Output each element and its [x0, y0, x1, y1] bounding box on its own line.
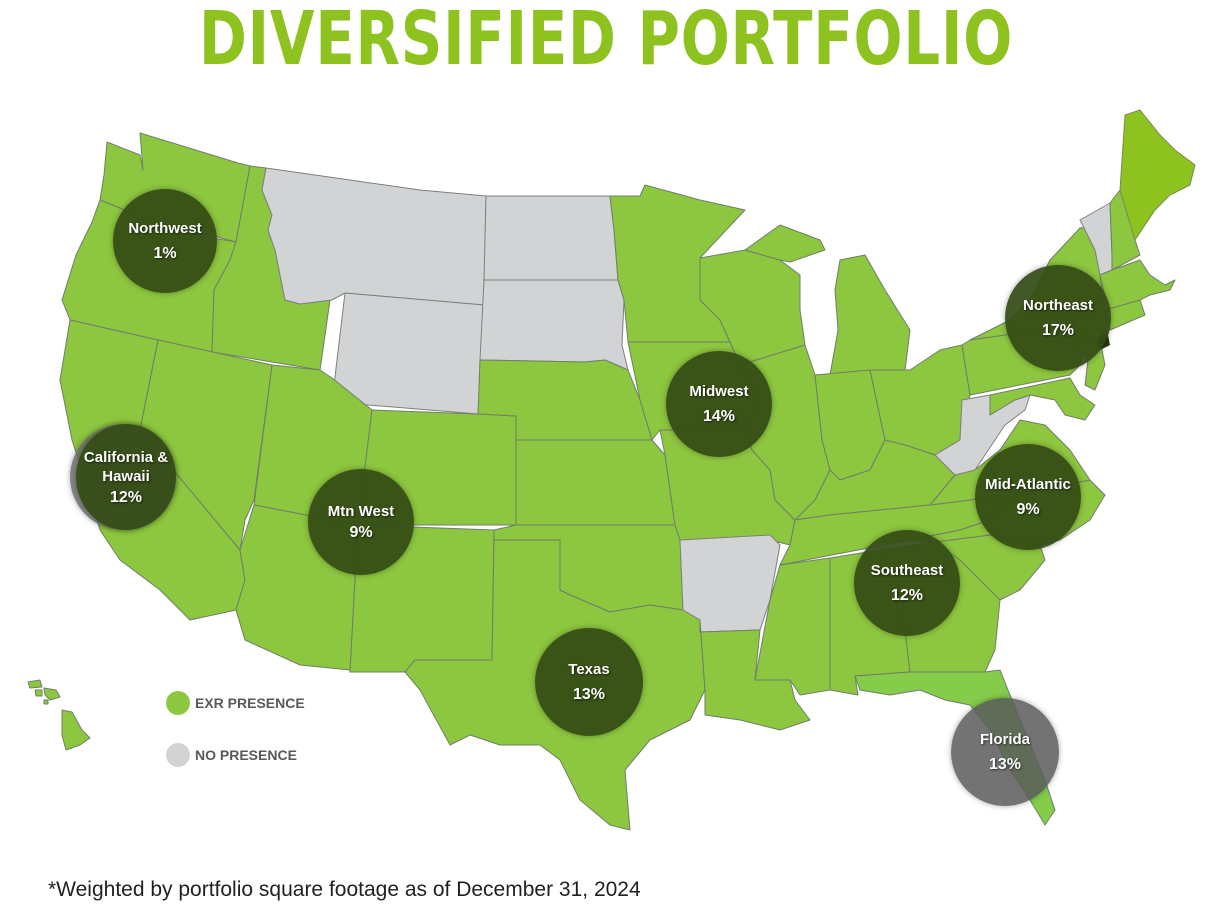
- legend-item-no-presence: NO PRESENCE: [166, 743, 297, 767]
- state-maryland: [989, 377, 1096, 421]
- region-label: Texas: [568, 661, 610, 678]
- state-montana: [261, 167, 487, 306]
- region-bubble-california-hawaii-inner: California & Hawaii 12%: [76, 424, 176, 530]
- region-value: 9%: [1016, 501, 1040, 518]
- region-value: 13%: [988, 756, 1022, 773]
- state-north-dakota: [483, 195, 619, 281]
- region-value: 17%: [1041, 322, 1075, 339]
- region-label: Northwest: [128, 220, 202, 237]
- region-bubble-mid-atlantic: Mid-Atlantic 9%: [975, 444, 1081, 550]
- region-value: 14%: [702, 408, 736, 425]
- region-label: Southeast: [870, 562, 944, 579]
- state-maine: [1119, 109, 1196, 242]
- region-value: 12%: [109, 488, 143, 506]
- region-value: 9%: [349, 524, 373, 541]
- state-arkansas: [679, 534, 781, 633]
- legend-item-exr-presence: EXR PRESENCE: [166, 691, 305, 715]
- region-value: 13%: [572, 686, 606, 703]
- state-south-dakota: [479, 279, 629, 371]
- region-bubble-mtn-west: Mtn West 9%: [308, 469, 414, 575]
- legend-label: NO PRESENCE: [195, 747, 297, 763]
- region-label: Florida: [979, 731, 1030, 748]
- region-label-line2: Hawaii: [102, 467, 150, 485]
- region-bubble-northeast: Northeast 17%: [1005, 265, 1111, 371]
- region-bubble-southeast: Southeast 12%: [854, 530, 960, 636]
- state-kansas: [515, 439, 676, 526]
- region-bubble-midwest: Midwest 14%: [666, 351, 772, 457]
- exr-presence-swatch-icon: [166, 691, 190, 715]
- footnote: *Weighted by portfolio square footage as…: [48, 878, 641, 901]
- region-label: Mid-Atlantic: [985, 476, 1071, 493]
- state-hawaii: [27, 679, 91, 751]
- region-label-line1: California &: [83, 448, 169, 466]
- region-bubble-northwest: Northwest 1%: [113, 189, 217, 293]
- region-value: 12%: [890, 587, 924, 604]
- legend-label: EXR PRESENCE: [195, 695, 305, 711]
- region-value: 1%: [153, 245, 177, 262]
- region-bubble-texas: Texas 13%: [535, 628, 643, 736]
- no-presence-swatch-icon: [166, 743, 190, 767]
- region-label: Mtn West: [327, 503, 395, 520]
- region-label: Midwest: [689, 383, 749, 400]
- region-bubble-florida: Florida 13%: [951, 698, 1059, 806]
- region-label: Northeast: [1022, 297, 1093, 314]
- state-louisiana: [699, 619, 811, 731]
- page-title: DIVERSIFIED PORTFOLIO: [198, 0, 1014, 82]
